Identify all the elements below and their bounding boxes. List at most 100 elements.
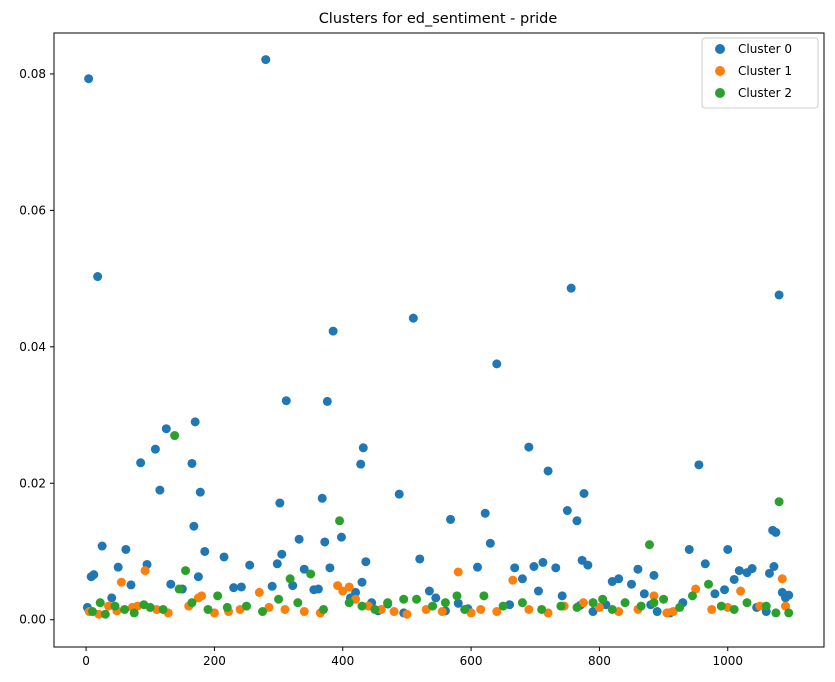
point-cluster-1 <box>668 607 678 617</box>
point-cluster-0 <box>652 607 662 617</box>
point-cluster-2 <box>174 584 184 594</box>
x-tick-label: 1000 <box>712 654 743 668</box>
point-cluster-2 <box>242 601 251 611</box>
point-cluster-2 <box>344 598 354 608</box>
point-cluster-0 <box>236 582 246 592</box>
point-cluster-1 <box>781 601 790 611</box>
point-cluster-2 <box>517 598 527 608</box>
point-cluster-0 <box>572 516 582 526</box>
point-cluster-2 <box>181 566 191 576</box>
point-cluster-2 <box>274 594 284 604</box>
point-cluster-0 <box>627 579 636 589</box>
point-cluster-1 <box>492 607 502 617</box>
point-cluster-0 <box>277 549 287 559</box>
point-cluster-0 <box>529 562 539 571</box>
point-cluster-2 <box>774 497 784 507</box>
point-cluster-2 <box>659 594 669 604</box>
point-cluster-2 <box>498 601 508 611</box>
point-cluster-2 <box>285 574 295 584</box>
point-cluster-0 <box>557 591 567 601</box>
point-cluster-0 <box>764 568 774 578</box>
x-tick-label: 200 <box>203 654 226 668</box>
point-cluster-2 <box>187 598 197 608</box>
point-cluster-0 <box>136 458 146 468</box>
points-layer <box>82 55 794 619</box>
point-cluster-2 <box>399 594 409 604</box>
point-cluster-0 <box>700 559 710 569</box>
point-cluster-2 <box>771 608 781 618</box>
point-cluster-2 <box>145 602 155 612</box>
point-cluster-0 <box>325 563 335 573</box>
point-cluster-0 <box>771 527 781 537</box>
legend-label-cluster-2: Cluster 2 <box>738 86 792 100</box>
point-cluster-0 <box>649 570 659 580</box>
point-cluster-1 <box>116 577 126 587</box>
point-cluster-0 <box>734 566 744 576</box>
point-cluster-1 <box>344 582 354 592</box>
point-cluster-1 <box>280 604 290 614</box>
point-cluster-2 <box>306 569 316 579</box>
point-cluster-0 <box>187 458 197 468</box>
point-cluster-2 <box>460 604 470 614</box>
point-cluster-0 <box>517 574 527 584</box>
plot-area-frame <box>53 32 825 648</box>
point-cluster-2 <box>88 607 97 617</box>
point-cluster-2 <box>129 608 139 618</box>
point-cluster-2 <box>335 516 345 526</box>
x-tick-label: 600 <box>460 654 483 668</box>
point-cluster-2 <box>203 604 213 614</box>
point-cluster-1 <box>453 567 463 577</box>
point-cluster-0 <box>524 442 534 452</box>
point-cluster-0 <box>193 572 203 582</box>
point-cluster-2 <box>428 601 438 611</box>
point-cluster-1 <box>755 601 765 611</box>
legend-label-cluster-0: Cluster 0 <box>738 42 792 56</box>
point-cluster-0 <box>299 564 309 574</box>
point-cluster-0 <box>357 577 367 587</box>
point-cluster-0 <box>200 546 210 556</box>
y-axis: 0.00 0.02 0.04 0.06 0.08 <box>19 67 54 627</box>
point-cluster-1 <box>104 601 114 611</box>
point-cluster-2 <box>704 579 713 589</box>
point-cluster-0 <box>317 493 327 503</box>
point-cluster-0 <box>415 554 425 564</box>
point-cluster-0 <box>485 538 495 548</box>
point-cluster-2 <box>620 598 630 608</box>
point-cluster-0 <box>431 593 441 603</box>
point-cluster-0 <box>583 560 593 570</box>
point-cluster-0 <box>267 581 277 591</box>
point-cluster-1 <box>338 586 348 596</box>
point-cluster-0 <box>356 459 366 469</box>
point-cluster-0 <box>769 562 779 571</box>
point-cluster-0 <box>229 583 239 593</box>
x-tick-label: 800 <box>588 654 611 668</box>
point-cluster-0 <box>538 557 548 567</box>
point-cluster-2 <box>636 601 646 611</box>
point-cluster-0 <box>358 443 368 453</box>
point-cluster-0 <box>446 514 456 524</box>
point-cluster-0 <box>150 444 160 454</box>
point-cluster-0 <box>784 590 794 600</box>
point-cluster-2 <box>598 594 608 604</box>
legend-label-cluster-1: Cluster 1 <box>738 64 792 78</box>
point-cluster-2 <box>716 601 726 611</box>
legend-marker-cluster-1 <box>715 66 725 76</box>
legend-frame <box>701 37 819 109</box>
point-cluster-2 <box>742 598 752 608</box>
point-cluster-0 <box>161 424 171 434</box>
point-cluster-1 <box>578 598 588 608</box>
point-cluster-0 <box>562 506 572 516</box>
point-cluster-0 <box>747 564 757 574</box>
point-cluster-0 <box>473 562 482 572</box>
point-cluster-0 <box>710 589 720 599</box>
point-cluster-2 <box>644 540 654 550</box>
point-cluster-0 <box>543 466 553 476</box>
point-cluster-2 <box>537 604 547 614</box>
y-tick-label: 0.04 <box>19 340 46 354</box>
point-cluster-2 <box>120 604 130 614</box>
point-cluster-1 <box>389 607 399 617</box>
y-tick-label: 0.06 <box>19 203 46 217</box>
point-cluster-1 <box>254 587 264 597</box>
point-cluster-0 <box>195 487 205 497</box>
point-cluster-0 <box>408 313 418 323</box>
